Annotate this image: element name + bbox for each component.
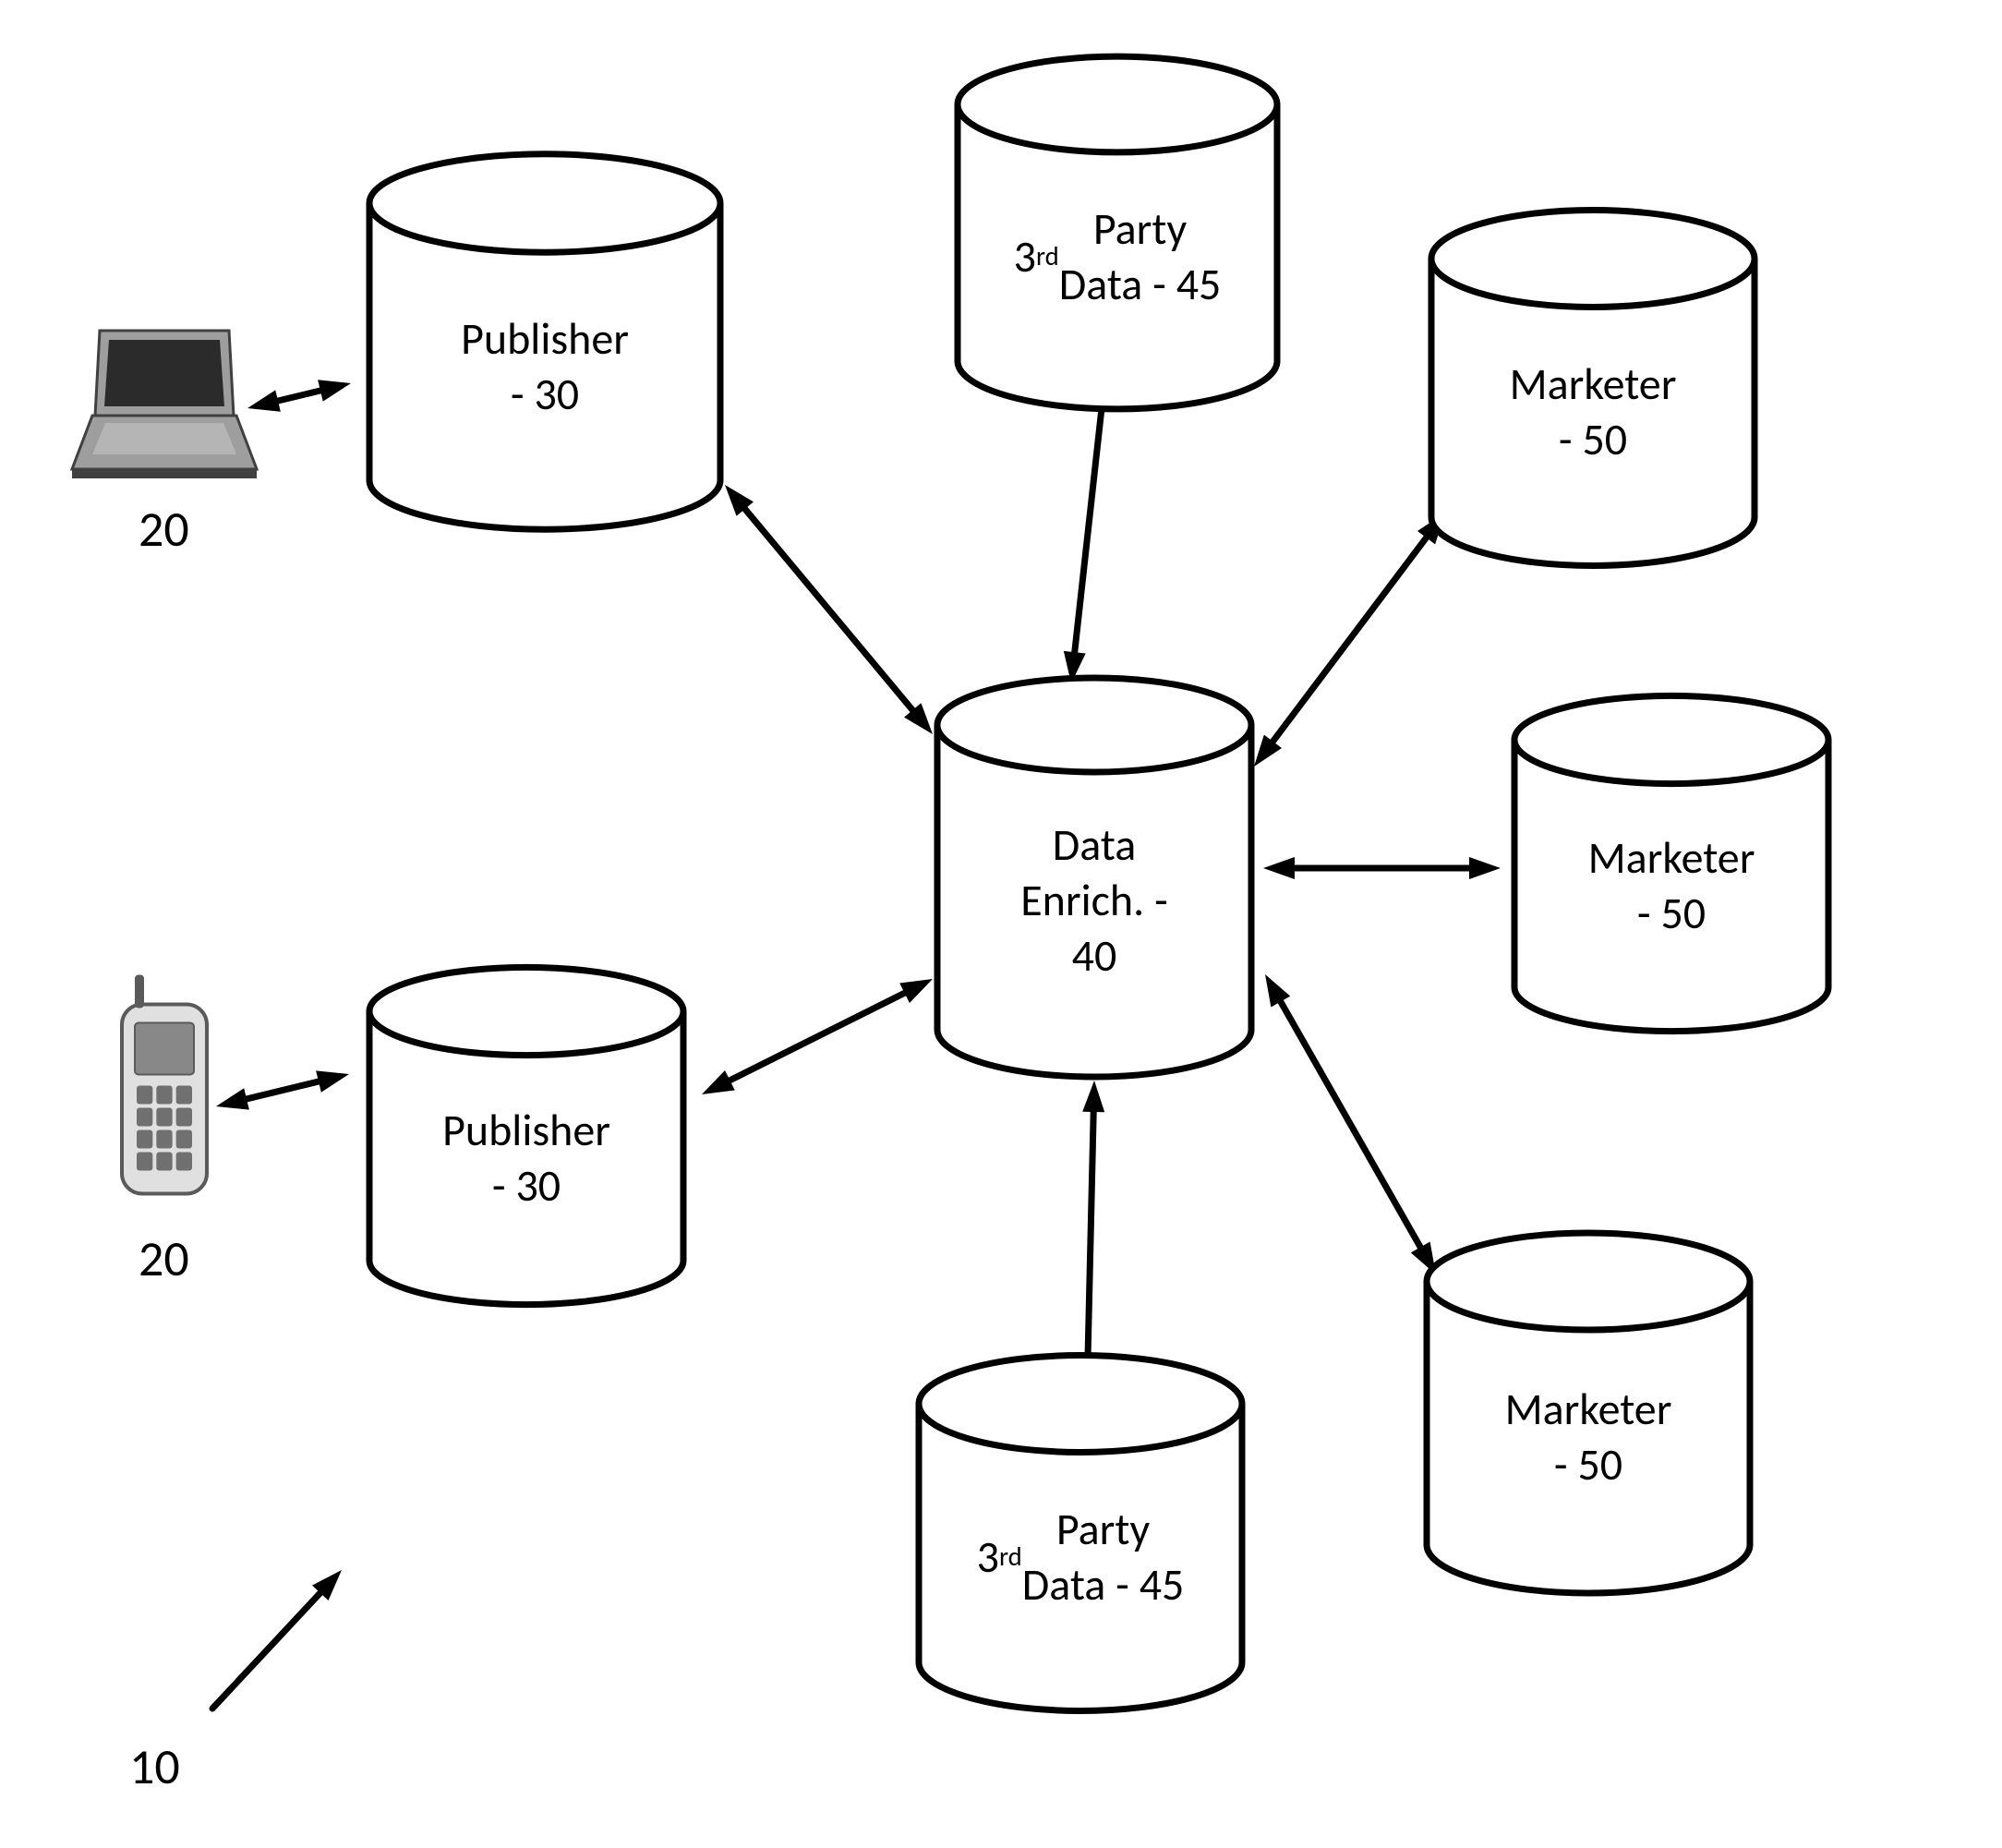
- cylinder-third_party_bot: [919, 1356, 1242, 1711]
- cylinder-publisher_top: [369, 154, 720, 529]
- edge-9: [212, 1570, 342, 1709]
- edge-8: [1265, 974, 1436, 1274]
- edge-6: [1254, 513, 1445, 767]
- cylinder-data_enrich: [937, 678, 1251, 1077]
- edge-7: [1263, 857, 1501, 879]
- cylinder-marketer_top: [1431, 211, 1755, 566]
- cylinder-marketer_mid: [1514, 695, 1828, 1031]
- cylinder-marketer_bot: [1427, 1233, 1750, 1593]
- edge-1: [216, 1070, 349, 1109]
- diagram-stage: Publisher - 30Publisher - 303rd PartyDat…: [0, 0, 2002, 1848]
- cylinder-publisher_bottom: [369, 967, 683, 1304]
- edge-0: [247, 380, 351, 411]
- phone-icon: [122, 975, 207, 1194]
- edge-2: [725, 485, 933, 734]
- cylinder-third_party_top: [958, 56, 1277, 409]
- edge-4: [1064, 408, 1102, 683]
- diagram-svg: [0, 0, 2002, 1848]
- laptop-icon: [72, 331, 257, 478]
- edge-5: [1082, 1081, 1104, 1358]
- edge-3: [702, 979, 933, 1094]
